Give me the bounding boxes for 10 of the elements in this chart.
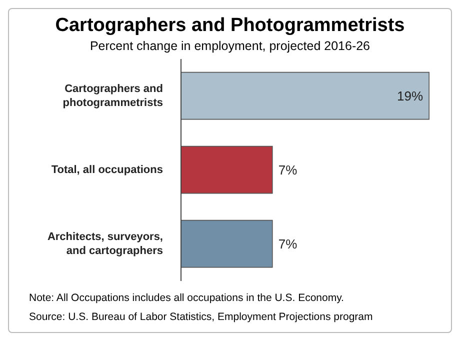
- y-tick-label: Cartographers and photogrammetrists: [62, 83, 163, 109]
- data-label: 7%: [278, 236, 298, 252]
- data-label: 19%: [397, 88, 424, 104]
- source-note: Source: U.S. Bureau of Labor Statistics, Employment Projections program: [29, 310, 374, 325]
- text: Note: All Occupations includes all occupations in the U.S. Economy.: [29, 291, 345, 306]
- y-tick-label: Total, all occupations: [51, 164, 163, 176]
- chart-title: Cartographers and Photogrammetrists: [54, 15, 406, 37]
- chart-subtitle: Percent change in employment, projected 2016-26: [88, 39, 372, 53]
- data-label: 7%: [278, 162, 298, 178]
- y-tick-label: Architects, surveyors, and cartographers: [47, 231, 163, 257]
